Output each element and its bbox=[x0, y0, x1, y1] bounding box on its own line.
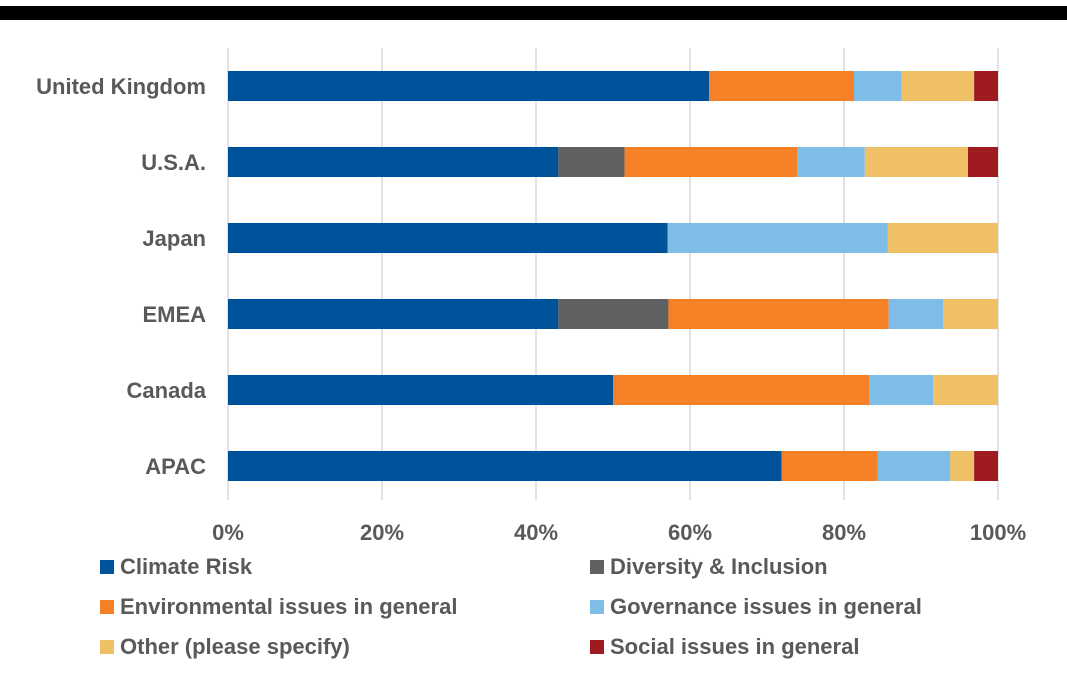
bar-segment bbox=[854, 71, 902, 101]
bar-segment bbox=[228, 71, 710, 101]
legend-swatch bbox=[590, 600, 604, 614]
bar-segment bbox=[709, 71, 855, 101]
bar-row bbox=[228, 71, 998, 101]
bar-segment bbox=[228, 375, 613, 405]
x-tick-label: 40% bbox=[514, 520, 558, 545]
legend-item: Environmental issues in general bbox=[100, 594, 457, 620]
bar-segment bbox=[877, 451, 951, 481]
legend-item: Social issues in general bbox=[590, 634, 859, 660]
category-label: APAC bbox=[145, 454, 206, 479]
top-rule bbox=[0, 6, 1067, 20]
bar-segment bbox=[667, 223, 888, 253]
bar-segment bbox=[668, 299, 889, 329]
bar-segment bbox=[228, 147, 559, 177]
bar-segment bbox=[781, 451, 878, 481]
bar-segment bbox=[943, 299, 998, 329]
bar-segment bbox=[797, 147, 865, 177]
x-tick-label: 20% bbox=[360, 520, 404, 545]
category-label: U.S.A. bbox=[141, 150, 206, 175]
category-label: EMEA bbox=[142, 302, 206, 327]
legend-label: Governance issues in general bbox=[610, 594, 922, 619]
bar-segment bbox=[613, 375, 870, 405]
bar-segment bbox=[967, 147, 998, 177]
legend-label: Environmental issues in general bbox=[120, 594, 458, 619]
bar-row bbox=[228, 375, 998, 405]
category-labels: United Kingdom U.S.A. Japan EMEA Canada APAC bbox=[36, 74, 207, 479]
legend-swatch bbox=[590, 640, 604, 654]
bar-segment bbox=[558, 299, 669, 329]
category-label: Canada bbox=[127, 378, 207, 403]
gridlines bbox=[227, 48, 999, 500]
legend-label: Other (please specify) bbox=[120, 634, 350, 659]
legend-swatch bbox=[100, 560, 114, 574]
stacked-bar-chart: United KingdomU.S.A.JapanEMEACanadaAPAC … bbox=[36, 48, 1026, 545]
category-label: United Kingdom bbox=[36, 74, 206, 99]
bars bbox=[228, 71, 998, 481]
bar-row bbox=[228, 223, 998, 253]
x-tick-label: 100% bbox=[970, 520, 1026, 545]
bar-row bbox=[228, 147, 998, 177]
legend-swatch bbox=[590, 560, 604, 574]
bar-segment bbox=[624, 147, 798, 177]
bar-segment bbox=[869, 375, 934, 405]
bar-segment bbox=[228, 223, 668, 253]
bar-segment bbox=[228, 299, 559, 329]
x-tick-labels: 0% 20% 40% 60% 80% 100% bbox=[212, 520, 1026, 545]
legend-item: Governance issues in general bbox=[590, 594, 922, 620]
category-label: Japan bbox=[142, 226, 206, 251]
x-tick-label: 0% bbox=[212, 520, 244, 545]
legend-swatch bbox=[100, 640, 114, 654]
bar-segment bbox=[558, 147, 625, 177]
bar-segment bbox=[901, 71, 975, 101]
bar-segment bbox=[888, 299, 944, 329]
x-tick-label: 60% bbox=[668, 520, 712, 545]
bar-segment bbox=[933, 375, 998, 405]
legend-swatch bbox=[100, 600, 114, 614]
bar-row bbox=[228, 451, 998, 481]
bar-segment bbox=[864, 147, 968, 177]
bar-segment bbox=[974, 71, 998, 101]
x-tick-label: 80% bbox=[822, 520, 866, 545]
bar-segment bbox=[950, 451, 975, 481]
legend-label: Social issues in general bbox=[610, 634, 860, 659]
legend-item: Other (please specify) bbox=[100, 634, 350, 660]
bar-segment bbox=[228, 451, 782, 481]
bar-segment bbox=[974, 451, 998, 481]
bar-segment bbox=[887, 223, 998, 253]
bar-row bbox=[228, 299, 998, 329]
